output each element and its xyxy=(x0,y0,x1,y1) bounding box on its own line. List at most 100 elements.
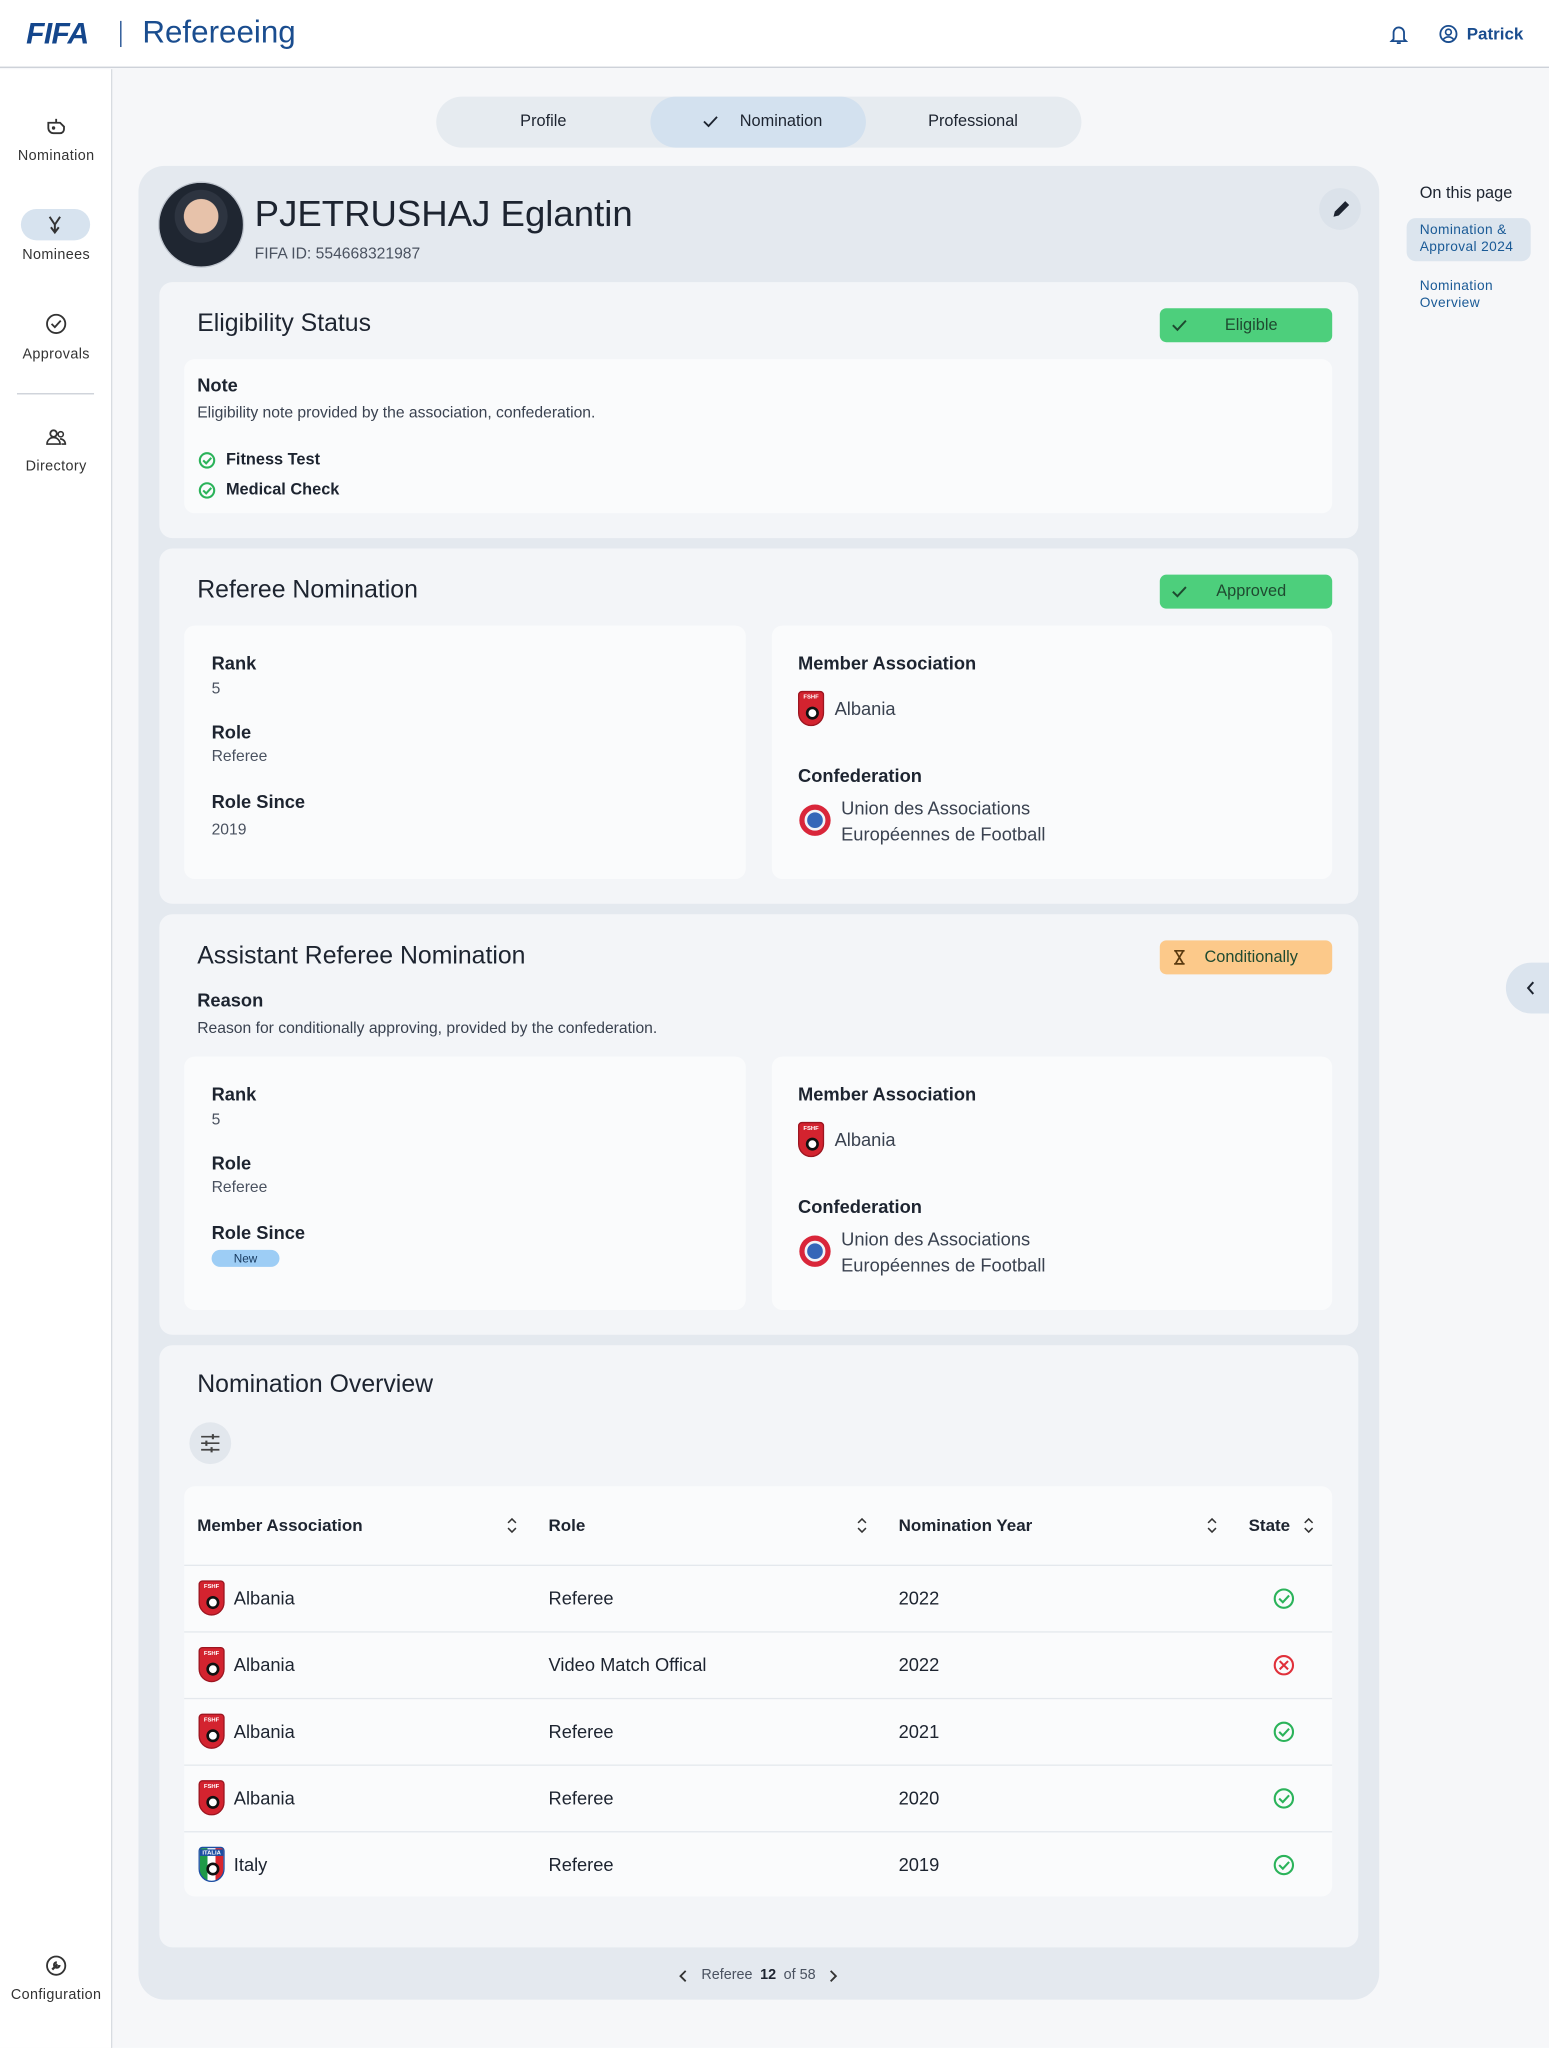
nav-label[interactable]: Directory xyxy=(25,458,87,475)
pagination-current: 12 xyxy=(760,1967,777,1984)
nav-label[interactable]: Nominees xyxy=(22,247,91,264)
note-text: Reason for conditionally approving, prov… xyxy=(197,1018,658,1037)
sort-icon xyxy=(507,1517,517,1534)
badge-icon-part xyxy=(1172,319,1187,332)
sort-icon xyxy=(1207,1517,1217,1534)
confederation-logo-inner xyxy=(804,809,826,831)
check-item: Fitness Test xyxy=(225,449,321,469)
nav-label[interactable]: Nomination xyxy=(17,148,95,164)
check-icon-part xyxy=(1278,1728,1290,1738)
confederation-logo-inner xyxy=(804,1240,826,1262)
field-label: Confederation xyxy=(798,764,922,786)
edit-icon xyxy=(1333,201,1350,217)
tab[interactable]: Profile xyxy=(520,111,567,130)
sort-icon-part xyxy=(507,1517,517,1524)
badge-icon-part xyxy=(1172,586,1187,598)
nav-label[interactable]: Configuration xyxy=(10,1987,102,2003)
logo-text: ITALIA xyxy=(199,1849,224,1856)
user-icon-part xyxy=(1444,28,1453,36)
field-label: Note xyxy=(197,374,238,396)
check-icon-part xyxy=(1278,1594,1290,1604)
logo-ball xyxy=(206,1795,220,1809)
badge-icon xyxy=(1174,949,1185,965)
field-value: Referee xyxy=(211,1177,268,1197)
tab[interactable]: Nomination xyxy=(739,111,823,130)
status-text: Conditionally xyxy=(1204,947,1298,966)
prev-page xyxy=(679,1970,687,1982)
nav-icon-part xyxy=(48,216,61,235)
confederation-name: Européennes de Football xyxy=(841,1254,1046,1276)
logo-text: FSHF xyxy=(803,1124,819,1132)
reject-icon xyxy=(1273,1655,1295,1676)
badge-icon xyxy=(1172,319,1187,332)
nav-icon-part xyxy=(51,126,56,130)
logo-ball xyxy=(206,1729,220,1743)
check-icon xyxy=(1273,1788,1295,1809)
column-header[interactable]: Member Association xyxy=(197,1515,363,1535)
field-label: Rank xyxy=(211,1083,257,1105)
cell: Albania xyxy=(233,1587,295,1609)
check-icon-part xyxy=(1273,1854,1295,1876)
field-label: Member Association xyxy=(798,1083,977,1105)
field-label: Reason xyxy=(197,989,264,1011)
next-page xyxy=(830,1970,838,1982)
check-icon-part xyxy=(1278,1861,1290,1871)
section-title: Nomination Overview xyxy=(197,1370,434,1399)
nav-label[interactable]: Approvals xyxy=(22,346,90,363)
inner-box xyxy=(771,625,1333,879)
sort-icon-part xyxy=(1207,1527,1217,1534)
cell: Referee xyxy=(548,1787,614,1809)
nav-icon-part xyxy=(47,121,65,135)
sort-icon-part xyxy=(507,1527,517,1534)
toc-item[interactable]: Nomination & Approval 2024 xyxy=(1419,222,1514,255)
tab-check xyxy=(703,116,718,128)
association-logo: FSHF xyxy=(798,690,825,727)
check-icon xyxy=(198,451,215,468)
logo-ball xyxy=(206,1662,220,1676)
field-label: Confederation xyxy=(798,1195,922,1217)
sort-icon-part xyxy=(857,1527,867,1534)
fifa-id: FIFA ID: 554668321987 xyxy=(254,243,421,263)
table xyxy=(184,1486,1333,1897)
field-label: Role xyxy=(211,1152,252,1174)
check-icon xyxy=(1273,1854,1295,1876)
check-icon-part xyxy=(198,481,215,499)
field-label: Role Since xyxy=(211,1221,306,1243)
sort-icon-part xyxy=(1304,1527,1314,1534)
column-header[interactable]: Nomination Year xyxy=(898,1515,1033,1535)
tab[interactable]: Professional xyxy=(928,111,1018,130)
nav-icon-part xyxy=(46,313,67,334)
sort-icon xyxy=(1304,1517,1314,1534)
association-name: Albania xyxy=(834,698,896,720)
row-separator xyxy=(184,1764,1333,1766)
sort-icon xyxy=(857,1517,867,1534)
row-separator xyxy=(184,1564,1333,1566)
confederation-name: Européennes de Football xyxy=(841,823,1046,845)
nav-icon xyxy=(46,313,67,334)
cell: 2020 xyxy=(898,1787,940,1809)
association-logo: FSHF xyxy=(198,1646,225,1683)
badge-icon xyxy=(1172,586,1187,598)
field-value: 5 xyxy=(211,1109,221,1129)
user-name[interactable]: Patrick xyxy=(1466,23,1524,44)
column-header[interactable]: Role xyxy=(548,1515,586,1535)
check-icon-part xyxy=(1278,1794,1290,1804)
nav-icon-part xyxy=(57,430,65,438)
user-icon xyxy=(1439,24,1458,43)
check-icon xyxy=(1273,1721,1295,1743)
check-icon-part xyxy=(201,486,212,495)
cell: Italy xyxy=(233,1854,268,1875)
column-header[interactable]: State xyxy=(1248,1515,1291,1535)
toc-item[interactable]: Nomination Overview xyxy=(1419,278,1494,311)
sort-icon-part xyxy=(857,1517,867,1524)
logo-ball xyxy=(206,1596,220,1610)
pagination-label: Referee xyxy=(701,1967,753,1984)
reject-icon-part xyxy=(1278,1660,1289,1671)
field-label: Role Since xyxy=(211,790,306,812)
user-icon-part xyxy=(1439,24,1458,43)
field-value: 5 xyxy=(211,678,221,698)
cell: Referee xyxy=(548,1854,614,1875)
sort-icon-part xyxy=(1207,1517,1217,1524)
check-icon-part xyxy=(1273,1721,1295,1743)
header-divider xyxy=(120,20,122,48)
